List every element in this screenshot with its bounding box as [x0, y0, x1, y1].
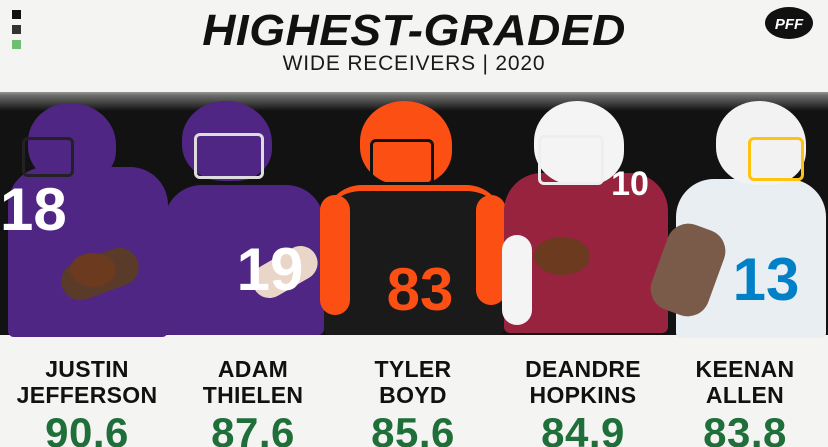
jersey-number: 18 — [0, 176, 67, 243]
accent-square-icon — [12, 25, 21, 34]
player-first-name: KEENAN — [695, 356, 795, 382]
helmet-icon — [182, 101, 272, 181]
football-icon — [70, 253, 116, 287]
accent-squares — [12, 10, 21, 55]
player-first-name: JUSTIN — [45, 356, 129, 382]
arm — [476, 195, 506, 305]
player-stats-panel: JUSTIN JEFFERSON 90.6 ADAM THIELEN 87.6 … — [0, 338, 828, 447]
player-grade: 90.6 — [45, 409, 129, 447]
jersey — [8, 167, 168, 337]
jersey-number: 83 — [386, 256, 454, 323]
player-first-name: TYLER — [374, 356, 452, 382]
arm — [320, 195, 350, 315]
player-last-name: JEFFERSON — [16, 382, 158, 408]
jersey — [324, 185, 504, 335]
player-grade: 85.6 — [371, 409, 455, 447]
accent-square-icon — [12, 40, 21, 49]
accent-square-icon — [12, 10, 21, 19]
player-grade: 87.6 — [211, 409, 295, 447]
jersey-number: 13 — [732, 246, 800, 313]
facemask — [748, 137, 804, 181]
player-grade: 83.8 — [703, 409, 787, 447]
jersey-number: 19 — [236, 236, 304, 303]
player-photo-hopkins: 10 — [500, 95, 670, 345]
arm — [502, 235, 532, 325]
player-photo-jefferson: 18 — [0, 95, 170, 345]
player-first-name: ADAM — [217, 356, 289, 382]
player-photo-thielen: 19 — [160, 95, 330, 345]
facemask — [22, 137, 74, 177]
player-photo-allen: 13 — [644, 95, 828, 345]
helmet-icon — [716, 101, 806, 185]
page-subtitle: WIDE RECEIVERS | 2020 — [282, 52, 546, 75]
player-photo-boyd: 83 — [320, 95, 510, 345]
facemask — [538, 135, 604, 185]
player-last-name: THIELEN — [202, 382, 304, 408]
football-icon — [534, 237, 590, 275]
helmet-icon — [534, 101, 624, 185]
player-card: KEENAN ALLEN 83.8 — [662, 356, 828, 447]
pff-logo-icon: PFF — [765, 7, 813, 39]
player-card: TYLER BOYD 85.6 — [330, 356, 496, 447]
jersey-number: 10 — [611, 165, 649, 203]
player-first-name: DEANDRE — [525, 356, 641, 382]
header: HIGHEST-GRADED WIDE RECEIVERS | 2020 PFF — [0, 0, 828, 92]
facemask — [370, 139, 434, 185]
player-grade: 84.9 — [541, 409, 625, 447]
player-card: ADAM THIELEN 87.6 — [170, 356, 336, 447]
players-photo: 18 19 83 10 — [0, 95, 828, 345]
player-last-name: ALLEN — [705, 382, 785, 408]
player-card: DEANDRE HOPKINS 84.9 — [500, 356, 666, 447]
player-last-name: HOPKINS — [529, 382, 637, 408]
player-last-name: BOYD — [379, 382, 447, 408]
facemask — [194, 133, 264, 179]
page-title: HIGHEST-GRADED — [202, 5, 626, 55]
logo-text: PFF — [775, 16, 804, 33]
player-card: JUSTIN JEFFERSON 90.6 — [4, 356, 170, 447]
